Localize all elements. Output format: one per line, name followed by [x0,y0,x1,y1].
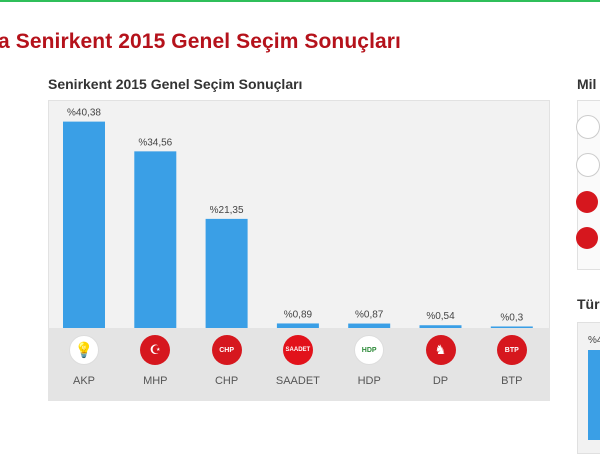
bar-value-label: %21,35 [210,205,244,216]
mhp-crescents-logo-icon: ☪ [140,335,171,365]
bar-value-label: %0,54 [426,311,455,322]
saadet-crescent-logo-icon: SAADET [282,335,313,365]
bar-mhp[interactable] [134,151,177,328]
bar-value-label: %0,3 [500,312,523,323]
hdp-tree-logo-icon: HDP [354,335,385,365]
bar-dp[interactable] [419,325,462,328]
bar-btp[interactable] [490,326,533,328]
party-logo-icon [576,227,598,249]
side-panel [576,100,600,270]
btp-stars-logo-icon: BTP [496,335,527,365]
side-bar-value-label: %4 [588,335,600,346]
party-name-label: AKP [72,375,95,387]
party-name-label: CHP [214,375,239,387]
radio-option-icon[interactable] [576,153,600,177]
bar-hdp[interactable] [348,323,391,328]
bar-chp[interactable] [205,218,248,328]
page-title: a Senirkent 2015 Genel Seçim Sonuçları [0,30,401,53]
party-name-label: BTP [501,375,523,387]
top-accent-line [0,0,600,2]
bar-chart: %40,38 %34,56 %21,35 %0,89 %0,87 %0,54 %0,3 [63,108,533,328]
chart-title: Senirkent 2015 Genel Seçim Sonuçları [48,76,303,92]
bar-value-label: %0,89 [284,309,313,320]
bar-saadet[interactable] [276,323,319,328]
akp-bulb-logo-icon: 💡 [69,335,99,365]
side-panel-title-2: Tür [577,296,600,312]
side-bar [588,350,600,440]
bar-value-label: %40,38 [67,108,101,119]
bar-value-label: %0,87 [355,310,384,321]
bar-value-label: %34,56 [138,137,172,148]
bar-akp[interactable] [63,121,105,328]
party-name-label: HDP [357,375,381,387]
chp-arrows-logo-icon: CHP [211,335,242,365]
party-name-label: SAADET [275,375,320,387]
side-panel-title: Mil [577,76,597,92]
party-name-label: DP [432,375,449,387]
radio-option-icon[interactable] [576,115,600,139]
dp-horse-logo-icon: ♞ [425,335,456,365]
party-name-label: MHP [143,375,168,387]
party-logo-icon [576,191,598,213]
